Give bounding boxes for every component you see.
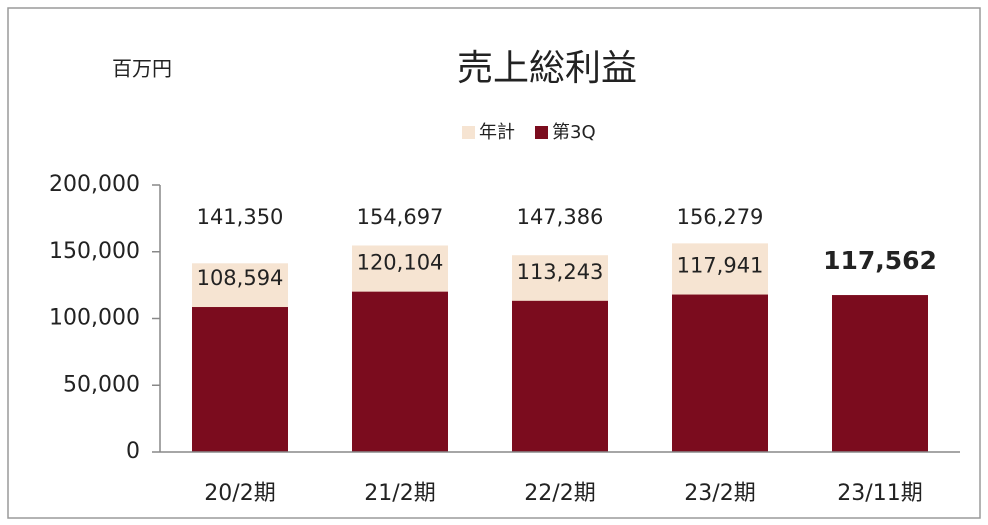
x-tick-label: 22/2期	[524, 481, 595, 506]
x-tick-label: 23/2期	[684, 481, 755, 506]
y-tick-label: 50,000	[63, 372, 140, 397]
chart-title: 売上総利益	[457, 48, 637, 89]
legend-swatch	[462, 126, 475, 139]
bar	[352, 291, 448, 452]
x-tick-label: 21/2期	[364, 481, 435, 506]
y-tick-label: 0	[126, 439, 140, 464]
y-tick-label: 100,000	[49, 306, 140, 331]
value-label: 113,243	[517, 260, 604, 284]
bar	[832, 295, 928, 452]
value-label: 147,386	[517, 205, 604, 229]
bar	[672, 294, 768, 452]
legend-label: 年計	[479, 122, 515, 143]
bar	[192, 307, 288, 452]
value-label: 141,350	[197, 205, 284, 229]
bar	[512, 300, 608, 452]
value-label: 117,562	[823, 246, 937, 275]
legend-label: 第3Q	[552, 122, 596, 143]
y-tick-label: 200,000	[49, 172, 140, 197]
x-tick-label: 23/11期	[837, 481, 922, 506]
value-label: 154,697	[357, 205, 444, 229]
legend-swatch	[535, 126, 548, 139]
value-label: 156,279	[677, 205, 764, 229]
unit-label: 百万円	[112, 57, 172, 81]
y-tick-label: 150,000	[49, 239, 140, 264]
value-label: 120,104	[357, 251, 444, 275]
value-label: 117,941	[677, 254, 764, 278]
chart-border	[7, 7, 981, 519]
value-label: 108,594	[197, 266, 284, 290]
x-tick-label: 20/2期	[204, 481, 275, 506]
